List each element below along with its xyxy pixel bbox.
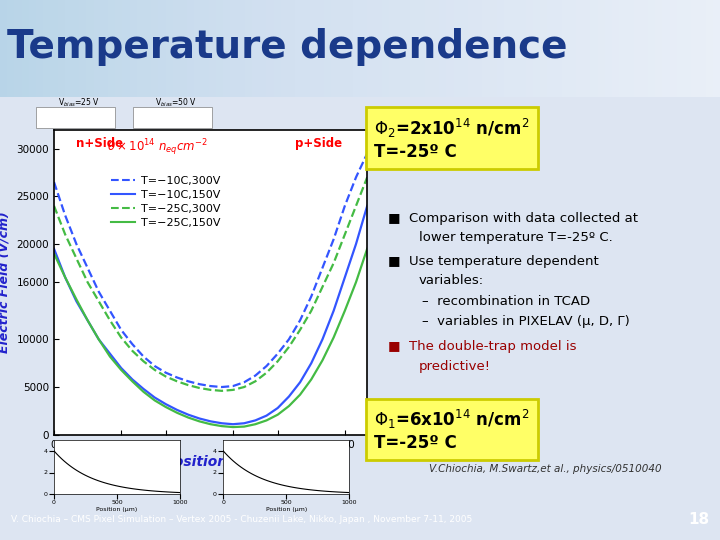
Text: V.Chiochia, M.Swartz,et al., physics/0510040: V.Chiochia, M.Swartz,et al., physics/051…	[429, 464, 662, 474]
Text: –  variables in PIXELAV (μ, D, Γ): – variables in PIXELAV (μ, D, Γ)	[422, 315, 630, 328]
Text: V$_{bias}$=25 V: V$_{bias}$=25 V	[58, 96, 100, 109]
Text: V. Chiochia – CMS Pixel Simulation – Vertex 2005 - Chuzenii Lake, Nikko, Japan ,: V. Chiochia – CMS Pixel Simulation – Ver…	[11, 515, 472, 524]
Text: variables:: variables:	[419, 274, 484, 287]
X-axis label: Position (μm): Position (μm)	[266, 507, 307, 512]
Text: $\Phi_1$=6x10$^{14}$ n/cm$^2$
T=-25º C: $\Phi_1$=6x10$^{14}$ n/cm$^2$ T=-25º C	[374, 408, 530, 452]
Text: ■  Use temperature dependent: ■ Use temperature dependent	[388, 255, 599, 268]
X-axis label: z position (μm): z position (μm)	[151, 455, 270, 469]
Text: n+Side: n+Side	[76, 137, 123, 150]
Y-axis label: Electric Field (V/cm): Electric Field (V/cm)	[0, 211, 11, 353]
Text: V$_{bias}$=50 V: V$_{bias}$=50 V	[156, 96, 197, 109]
Text: $\theta\times10^{14}\ n_{eq}cm^{-2}$: $\theta\times10^{14}\ n_{eq}cm^{-2}$	[107, 137, 208, 158]
Text: Temperature dependence: Temperature dependence	[7, 28, 567, 66]
FancyBboxPatch shape	[133, 107, 212, 128]
FancyBboxPatch shape	[36, 107, 115, 128]
Text: predictive!: predictive!	[419, 360, 491, 373]
Text: ■  The double-trap model is: ■ The double-trap model is	[388, 340, 577, 353]
X-axis label: Position (μm): Position (μm)	[96, 507, 138, 512]
Text: lower temperature T=-25º C.: lower temperature T=-25º C.	[419, 231, 613, 244]
Text: –  recombination in TCAD: – recombination in TCAD	[422, 295, 590, 308]
Legend: T=−10C,300V, T=−10C,150V, T=−25C,300V, T=−25C,150V: T=−10C,300V, T=−10C,150V, T=−25C,300V, T…	[107, 172, 225, 232]
Text: ■  Comparison with data collected at: ■ Comparison with data collected at	[388, 212, 638, 225]
Text: $\Phi_2$=2x10$^{14}$ n/cm$^2$
T=-25º C: $\Phi_2$=2x10$^{14}$ n/cm$^2$ T=-25º C	[374, 117, 530, 160]
Text: 18: 18	[688, 512, 709, 527]
Text: p+Side: p+Side	[295, 137, 342, 150]
